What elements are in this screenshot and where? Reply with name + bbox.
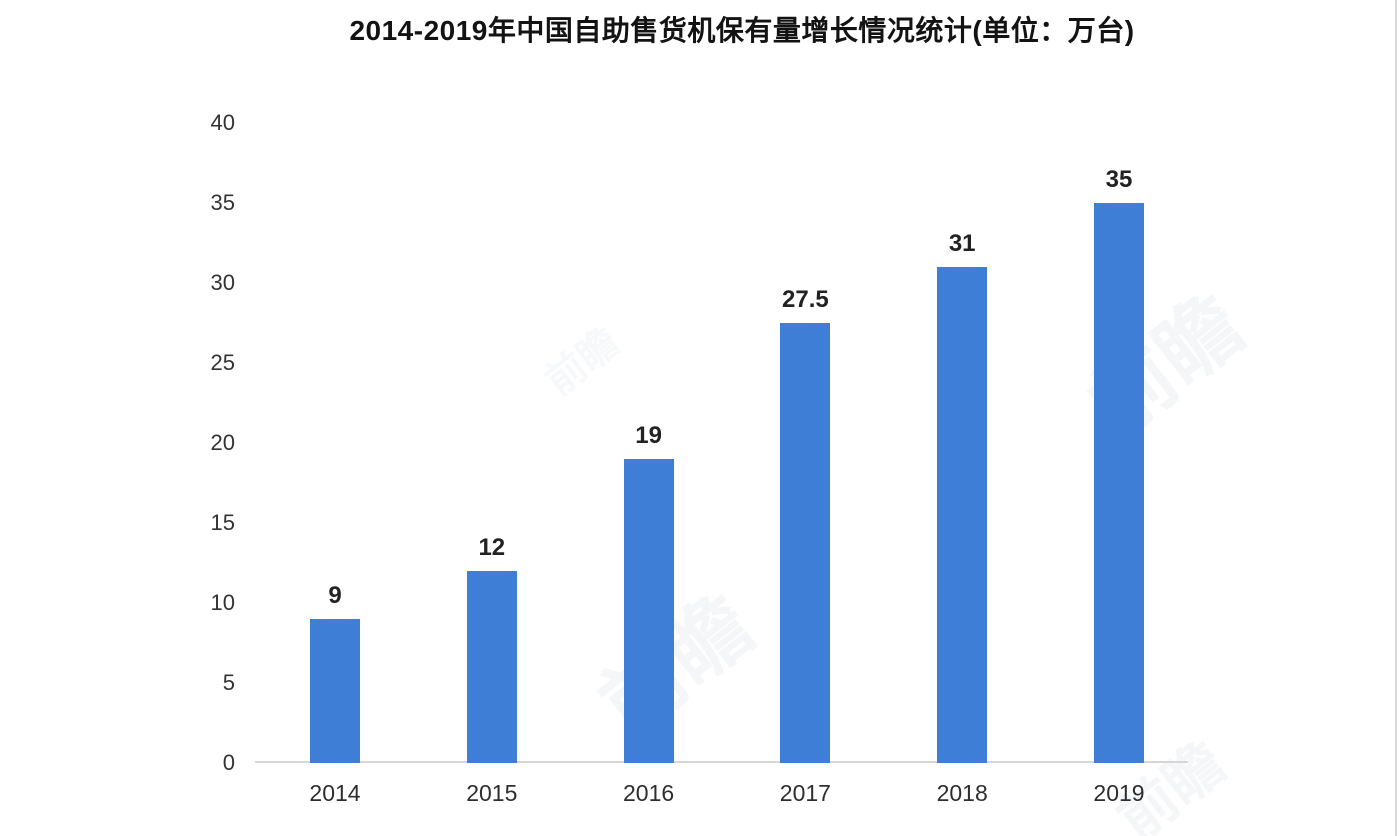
bar-value-label: 35 — [1105, 166, 1133, 193]
y-tick-label: 30 — [210, 270, 235, 295]
y-tick-label: 5 — [222, 670, 235, 695]
bar-2017 — [780, 323, 831, 763]
bar-2018 — [937, 267, 988, 763]
watermark: 前瞻 — [1074, 279, 1260, 453]
y-tick-label: 15 — [210, 510, 235, 535]
bar-value-label: 27.5 — [782, 286, 829, 313]
y-tick-label: 40 — [210, 110, 235, 135]
bar-value-label: 9 — [328, 582, 342, 609]
bar-value-label: 31 — [948, 230, 976, 257]
y-tick-label: 20 — [210, 430, 235, 455]
y-tick-label: 0 — [222, 750, 235, 775]
page-right-edge — [1395, 0, 1397, 836]
bar-2014 — [310, 619, 360, 763]
bar-value-label: 12 — [478, 534, 506, 561]
y-tick-label: 35 — [210, 190, 235, 215]
x-tick-label: 2018 — [936, 780, 988, 806]
bar-value-label: 19 — [635, 422, 662, 449]
bar-2019 — [1094, 203, 1144, 763]
bar-2015 — [466, 571, 517, 763]
y-tick-label: 25 — [210, 350, 235, 375]
watermark: 前瞻 — [537, 320, 628, 405]
chart-title: 2014-2019年中国自助售货机保有量增长情况统计(单位：万台) — [349, 15, 1135, 46]
bar-2016 — [623, 459, 674, 763]
x-tick-label: 2017 — [779, 780, 831, 806]
y-tick-label: 10 — [210, 590, 235, 615]
x-tick-label: 2019 — [1093, 780, 1145, 806]
x-tick-label: 2016 — [623, 780, 675, 806]
x-axis-line — [255, 761, 1188, 763]
x-tick-label: 2015 — [466, 780, 518, 806]
x-tick-label: 2014 — [309, 780, 361, 806]
